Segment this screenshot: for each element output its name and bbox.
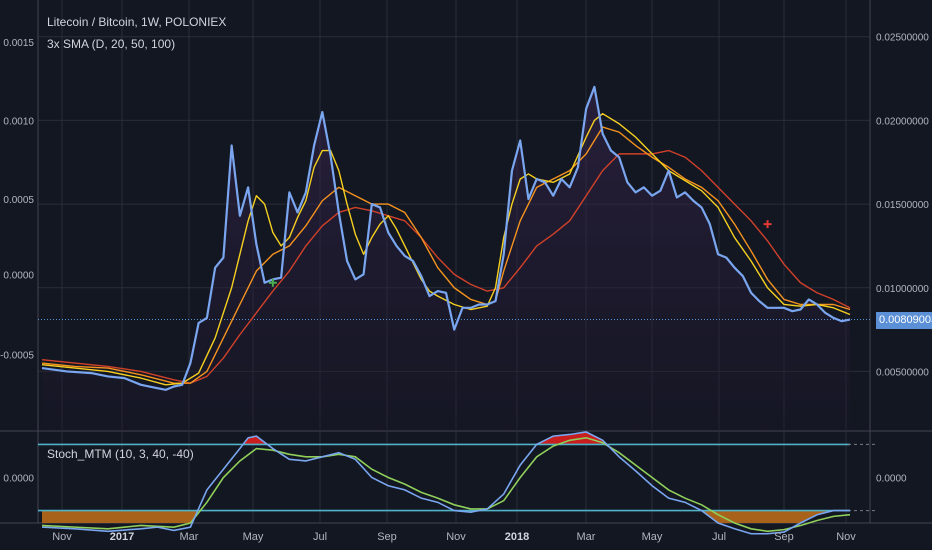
signal-markers <box>268 220 772 287</box>
right-tick-label: 0.02000000 <box>876 116 929 127</box>
x-tick-label: Sep <box>377 531 397 543</box>
stoch-d-line <box>41 436 851 533</box>
x-tick-label: 2018 <box>505 531 529 543</box>
x-tick-label: Nov <box>836 531 856 543</box>
right-tick-label: 0.02500000 <box>876 33 929 44</box>
sell-marker <box>763 220 772 229</box>
chart-title: Litecoin / Bitcoin, 1W, POLONIEX <box>47 15 227 29</box>
x-tick-label: Jul <box>313 531 327 543</box>
buy-marker <box>268 278 277 287</box>
right-tick-label: 0.01500000 <box>876 200 929 211</box>
left-axis: 0.0015 0.0010 0.0005 0.0000 -0.0005 <box>0 38 34 362</box>
price-area-fill <box>42 86 850 430</box>
price-line <box>41 85 851 391</box>
stoch-right-tick: 0.0000 <box>876 474 907 485</box>
right-tick-label: 0.00500000 <box>876 367 929 378</box>
x-tick-label: May <box>243 531 264 543</box>
right-axis: 0.02500000 0.02000000 0.01500000 0.01000000… <box>876 33 929 379</box>
stoch-label: Stoch_MTM (10, 3, 40, -40) <box>47 447 194 461</box>
left-tick-label: 0.0010 <box>3 116 34 127</box>
x-tick-label: May <box>642 531 663 543</box>
left-tick-label: 0.0000 <box>3 270 34 281</box>
stoch-left-tick: 0.0000 <box>3 474 34 485</box>
x-tick-label: Nov <box>52 531 72 543</box>
x-tick-label: Mar <box>577 531 596 543</box>
left-tick-label: 0.0005 <box>3 195 34 206</box>
left-tick-label: -0.0005 <box>0 351 34 362</box>
price-area <box>38 86 870 430</box>
right-tick-label: 0.01000000 <box>876 284 929 295</box>
x-tick-label: Jul <box>712 531 726 543</box>
x-tick-label: Nov <box>446 531 466 543</box>
x-tick-label: Sep <box>774 531 794 543</box>
x-tick-label: 2017 <box>110 531 134 543</box>
x-axis: Nov 2017 Mar May Jul Sep Nov 2018 Mar May Jul Sep No… <box>52 531 856 543</box>
price-tag: 0.00809003 <box>876 311 932 329</box>
x-tick-label: Mar <box>180 531 199 543</box>
series-lines <box>41 85 851 391</box>
indicator-label: 3x SMA (D, 20, 50, 100) <box>47 37 176 51</box>
stoch-k-line <box>41 431 850 535</box>
stoch-pane: 0.0000 0.0000 <box>3 431 907 535</box>
left-tick-label: 0.0015 <box>3 38 34 49</box>
stoch-oversold-fill <box>42 510 850 524</box>
sma100-line <box>41 149 851 384</box>
